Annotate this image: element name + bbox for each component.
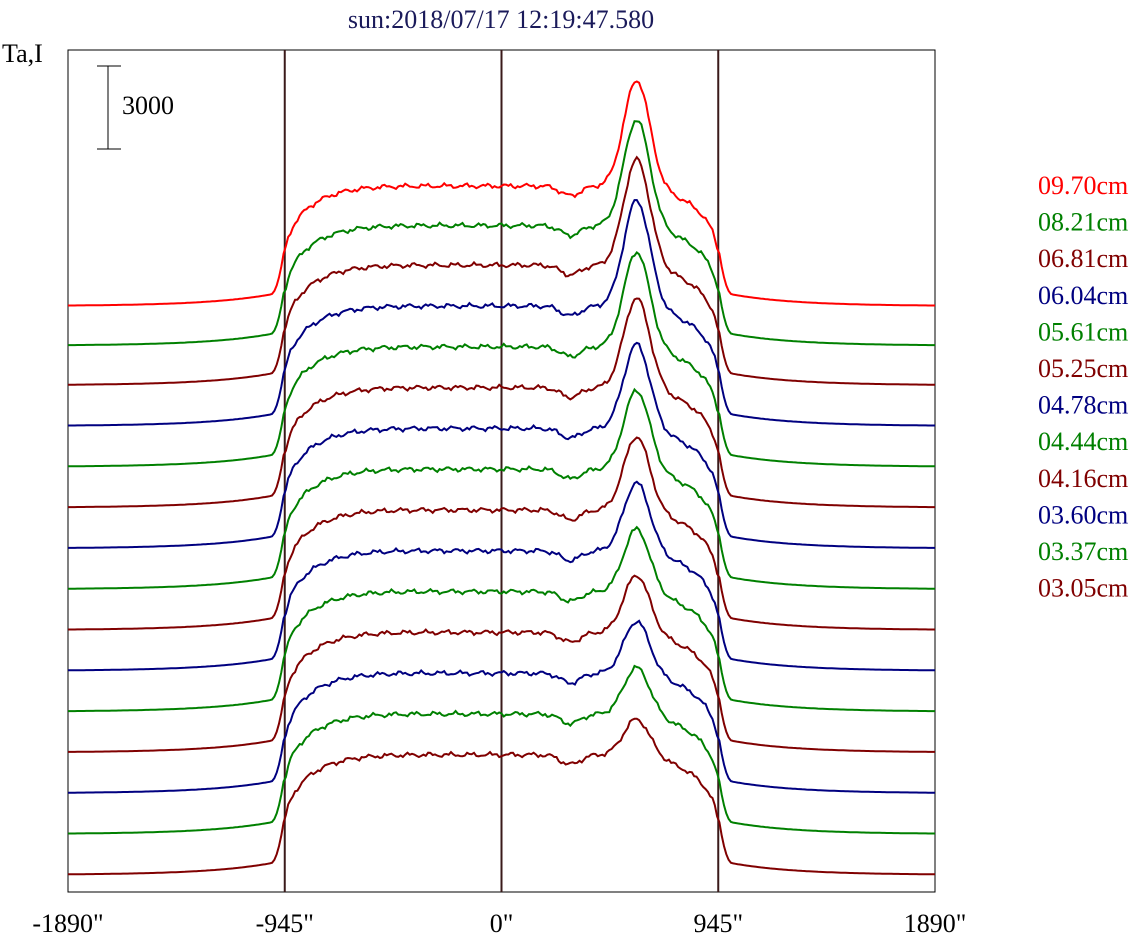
- legend: 09.70cm 08.21cm 06.81cm 06.04cm 05.61cm 05.25…: [1038, 171, 1128, 603]
- x-tick-label-3: 945": [693, 909, 743, 938]
- x-tick-label-1: -945": [256, 909, 314, 938]
- chart-title: sun:2018/07/17 12:19:47.580: [348, 5, 654, 34]
- series-line-12: [68, 619, 935, 794]
- series-line-4: [68, 250, 935, 468]
- y-axis-label: Ta,I: [2, 39, 43, 68]
- series-line-5: [68, 297, 935, 509]
- legend-item-2: 06.81cm: [1038, 244, 1128, 273]
- series-line-7: [68, 387, 935, 590]
- legend-item-11: 03.05cm: [1038, 574, 1128, 603]
- series-line-10: [68, 525, 935, 713]
- legend-item-9: 03.60cm: [1038, 500, 1128, 529]
- legend-item-3: 06.04cm: [1038, 281, 1128, 310]
- series-line-9: [68, 480, 935, 672]
- series-line-13: [68, 664, 935, 835]
- legend-item-0: 09.70cm: [1038, 171, 1128, 200]
- scale-bar-label: 3000: [122, 91, 174, 120]
- x-tick-label-4: 1890": [904, 909, 967, 938]
- series-line-3: [68, 198, 935, 427]
- vertical-reference-lines: [283, 50, 720, 892]
- series-group: [68, 80, 935, 876]
- legend-item-6: 04.78cm: [1038, 391, 1128, 420]
- series-line-2: [68, 155, 935, 386]
- scale-bar: 3000: [97, 65, 174, 150]
- x-tick-labels: -1890" -945" 0" 945" 1890": [32, 909, 966, 938]
- legend-item-7: 04.44cm: [1038, 427, 1128, 456]
- legend-item-8: 04.16cm: [1038, 464, 1128, 493]
- legend-item-5: 05.25cm: [1038, 354, 1128, 383]
- series-line-6: [68, 341, 935, 549]
- x-tick-label-0: -1890": [32, 909, 103, 938]
- legend-item-4: 05.61cm: [1038, 317, 1128, 346]
- x-tick-label-2: 0": [490, 909, 514, 938]
- series-line-1: [68, 120, 935, 347]
- legend-item-1: 08.21cm: [1038, 208, 1128, 237]
- series-line-11: [68, 574, 935, 753]
- series-line-8: [68, 436, 935, 631]
- series-line-0: [68, 80, 935, 307]
- series-line-14: [68, 717, 935, 876]
- legend-item-10: 03.37cm: [1038, 537, 1128, 566]
